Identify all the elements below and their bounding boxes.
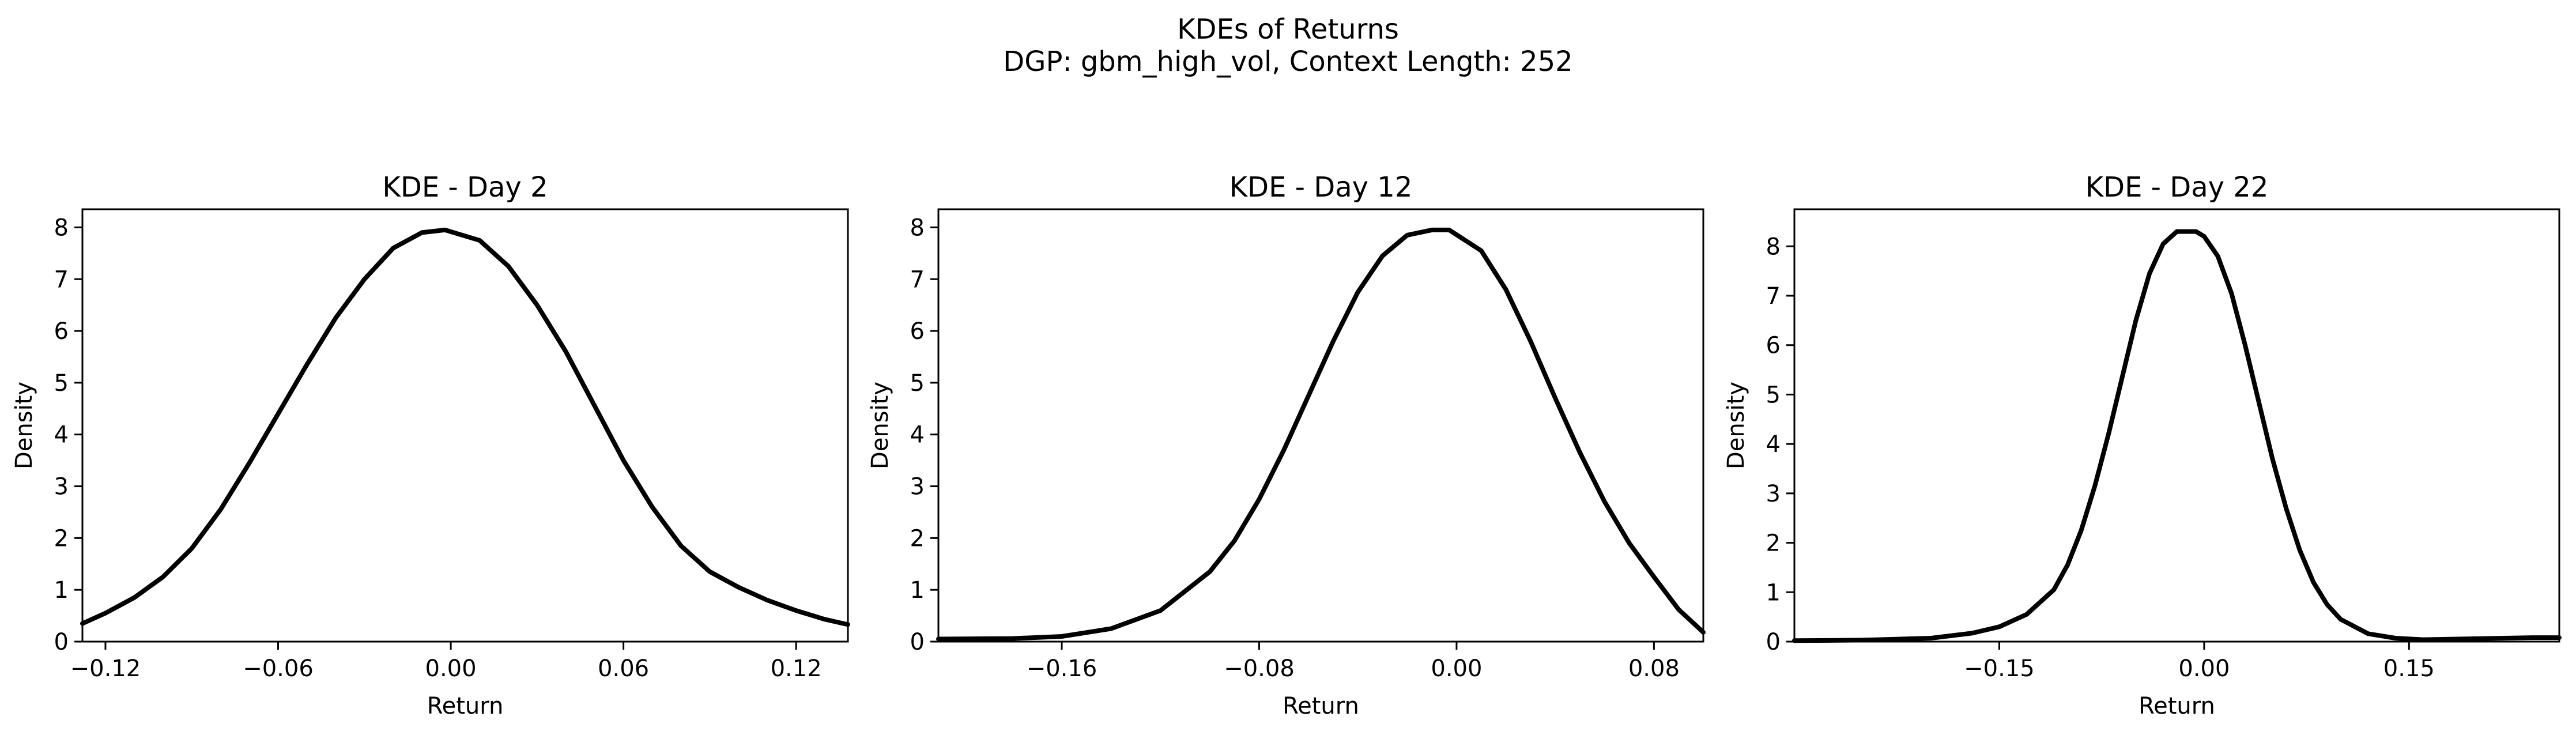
- y-tick-label: 2: [54, 525, 69, 552]
- y-tick-label: 1: [1766, 579, 1781, 606]
- x-tick-label: 0.00: [2178, 655, 2230, 682]
- y-tick-label: 7: [910, 266, 925, 293]
- y-tick-label: 2: [910, 525, 925, 552]
- y-tick-label: 6: [910, 318, 925, 345]
- x-tick-label: −0.16: [1027, 655, 1097, 682]
- figure-title: KDEs of Returns: [1177, 13, 1399, 46]
- axes-frame: [1793, 208, 2560, 643]
- x-tick-label: 0.00: [425, 655, 477, 682]
- y-tick-label: 4: [1766, 431, 1781, 458]
- panel-title: KDE - Day 2: [382, 171, 548, 203]
- axes-frame: [81, 208, 849, 643]
- x-axis-label: Return: [2139, 693, 2215, 719]
- y-tick-label: 7: [1766, 283, 1781, 310]
- x-tick-label: −0.06: [243, 655, 314, 682]
- kde-curve: [1792, 229, 2562, 643]
- x-tick-label: 0.15: [2383, 655, 2435, 682]
- y-tick-label: 8: [1766, 233, 1781, 260]
- x-tick-label: −0.15: [1964, 655, 2035, 682]
- kde-curve: [936, 227, 1706, 642]
- panel-title: KDE - Day 12: [1229, 171, 1413, 203]
- y-tick-label: 3: [1766, 481, 1781, 507]
- y-tick-label: 0: [54, 629, 69, 655]
- y-tick-label: 1: [910, 577, 925, 604]
- x-tick-label: 0.12: [771, 655, 822, 682]
- y-tick-label: 6: [1766, 333, 1781, 359]
- y-axis-label: Density: [867, 382, 893, 469]
- x-axis-label: Return: [427, 693, 504, 719]
- x-tick-label: 0.08: [1628, 655, 1680, 682]
- y-tick-label: 1: [54, 577, 69, 604]
- y-axis-label: Density: [1723, 382, 1749, 469]
- y-tick-label: 5: [910, 370, 925, 397]
- y-tick-label: 5: [54, 370, 69, 397]
- figure-subtitle: DGP: gbm_high_vol, Context Length: 252: [1003, 46, 1573, 78]
- kde-curve: [80, 227, 850, 627]
- x-tick-label: 0.00: [1431, 655, 1482, 682]
- kde-panel-1: KDE - Day 2 −0.12 −0.06 0.00 0.06 0.12 0 1 2 3 4 5 6…: [11, 171, 850, 719]
- kde-panel-2: KDE - Day 12 −0.16 −0.08 0.00 0.08 0 1 2 3 4 5 6 7 8 R…: [867, 171, 1706, 719]
- y-tick-label: 5: [1766, 382, 1781, 408]
- kde-panel-3: KDE - Day 22 −0.15 0.00 0.15 0 1 2 3 4 5 6 7 8 Return…: [1723, 171, 2562, 719]
- y-tick-label: 8: [54, 214, 69, 241]
- y-tick-label: 6: [54, 318, 69, 345]
- y-tick-label: 0: [910, 629, 925, 655]
- y-tick-label: 4: [910, 422, 925, 448]
- y-tick-label: 4: [54, 422, 69, 448]
- panel-title: KDE - Day 22: [2085, 171, 2269, 203]
- y-tick-label: 2: [1766, 530, 1781, 557]
- y-tick-label: 3: [54, 474, 69, 500]
- x-tick-label: −0.12: [70, 655, 141, 682]
- y-tick-label: 3: [910, 474, 925, 500]
- y-tick-label: 0: [1766, 629, 1781, 655]
- axes-frame: [937, 208, 1704, 643]
- y-tick-label: 8: [910, 214, 925, 241]
- y-axis-label: Density: [11, 382, 37, 469]
- x-tick-label: 0.06: [598, 655, 649, 682]
- x-tick-label: −0.08: [1224, 655, 1295, 682]
- x-axis-label: Return: [1283, 693, 1359, 719]
- y-tick-label: 7: [54, 266, 69, 293]
